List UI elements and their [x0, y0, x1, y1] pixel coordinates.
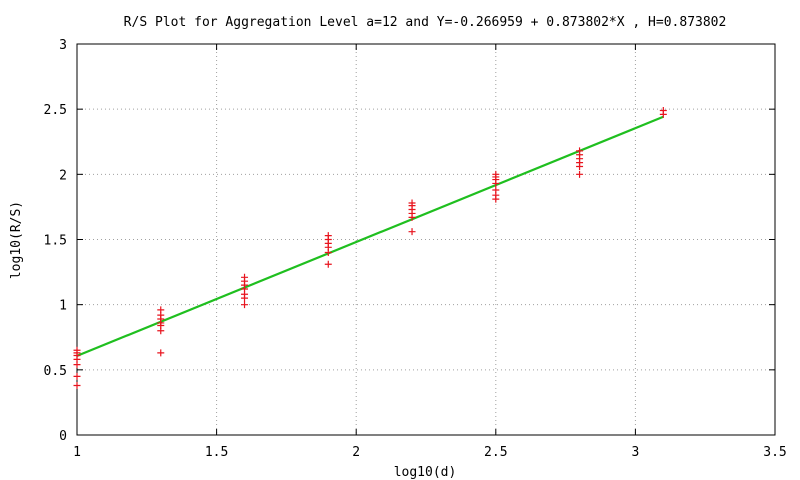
- x-tick-label: 1: [73, 445, 81, 460]
- y-tick-label: 1.5: [44, 234, 67, 249]
- x-tick-label: 2: [352, 445, 360, 460]
- data-point: [408, 228, 416, 236]
- y-tick-labels: 0 0.5 1 1.5 2 2.5 3: [44, 38, 67, 444]
- x-axis-label: log10(d): [394, 465, 457, 480]
- fit-line: [76, 115, 664, 357]
- data-point: [324, 232, 332, 240]
- y-axis-label: log10(R/S): [9, 201, 24, 279]
- data-point: [241, 301, 249, 309]
- data-point: [157, 349, 165, 357]
- x-tick-label: 3: [631, 445, 639, 460]
- data-point: [241, 273, 249, 281]
- data-point: [576, 147, 584, 155]
- data-point: [408, 199, 416, 207]
- y-tick-label: 3: [59, 38, 67, 53]
- chart-title: R/S Plot for Aggregation Level a=12 and …: [124, 15, 727, 30]
- data-point: [73, 346, 81, 354]
- y-tick-label: 0.5: [44, 364, 67, 379]
- y-tick-label: 0: [59, 429, 67, 444]
- data-point: [324, 260, 332, 268]
- data-point: [576, 170, 584, 178]
- x-tick-label: 3.5: [763, 445, 786, 460]
- axis-ticks: [76, 43, 776, 436]
- y-tick-label: 2.5: [44, 103, 67, 118]
- data-point: [73, 372, 81, 380]
- data-point: [659, 106, 667, 114]
- x-tick-label: 1.5: [205, 445, 228, 460]
- data-points: [73, 106, 667, 389]
- x-tick-label: 2.5: [484, 445, 507, 460]
- data-point: [73, 381, 81, 389]
- grid-lines: [77, 44, 775, 435]
- y-tick-label: 1: [59, 299, 67, 314]
- fit-line-group: [76, 115, 664, 357]
- data-point: [157, 306, 165, 314]
- data-point: [492, 186, 500, 194]
- x-tick-labels: 1 1.5 2 2.5 3 3.5: [73, 445, 787, 460]
- data-point: [492, 170, 500, 178]
- y-tick-label: 2: [59, 168, 67, 183]
